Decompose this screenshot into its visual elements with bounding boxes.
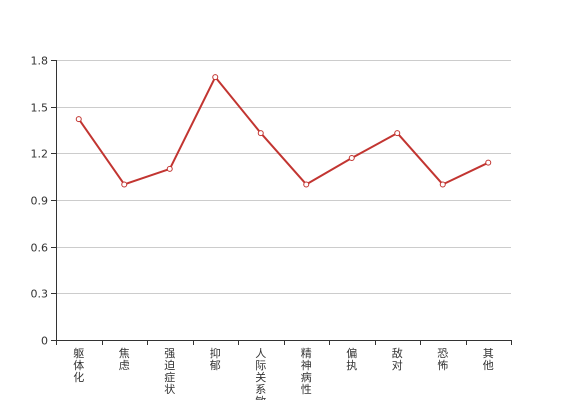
x-tick-label: 强迫症状 bbox=[164, 347, 175, 396]
data-point bbox=[75, 116, 82, 123]
data-point bbox=[485, 159, 492, 166]
y-tick-label: 0.6 bbox=[31, 242, 49, 255]
x-tick-label: 焦虑 bbox=[119, 347, 130, 372]
x-tick-label: 躯体化 bbox=[73, 347, 84, 384]
data-point bbox=[303, 181, 310, 188]
x-tick-label: 偏执 bbox=[346, 346, 357, 372]
data-point bbox=[439, 181, 446, 188]
y-tick-label: 0.3 bbox=[31, 288, 49, 301]
data-point bbox=[212, 74, 219, 81]
y-tick-labels: 0 0.3 0.6 0.9 1.2 1.5 1.8 bbox=[31, 55, 49, 348]
y-tick-label: 1.8 bbox=[31, 55, 49, 68]
y-tick-label: 0 bbox=[41, 335, 48, 348]
x-tick-label: 人际关系敏感 bbox=[255, 347, 266, 400]
data-point bbox=[257, 130, 264, 137]
data-point bbox=[348, 155, 355, 161]
data-point bbox=[394, 130, 401, 137]
x-tick-labels: 躯体化 焦虑 强迫症状 抑郁 人际关系敏感 精神病性 偏执 敌对 恐怖 其他 bbox=[73, 346, 494, 404]
series bbox=[75, 74, 492, 188]
axes bbox=[51, 60, 512, 345]
x-tick-label: 抑郁 bbox=[210, 346, 221, 372]
y-tick-label: 1.5 bbox=[31, 102, 49, 115]
data-point bbox=[121, 181, 128, 188]
x-tick-label: 恐怖 bbox=[437, 347, 448, 372]
series-line bbox=[77, 76, 489, 186]
grid-lines bbox=[56, 60, 511, 294]
x-tick-label: 其他 bbox=[483, 347, 494, 372]
y-tick-label: 0.9 bbox=[31, 195, 49, 208]
x-tick-label: 精神病性 bbox=[301, 347, 312, 396]
x-tick-label: 敌对 bbox=[392, 346, 403, 372]
data-point bbox=[166, 165, 173, 172]
y-tick-label: 1.2 bbox=[31, 148, 49, 161]
